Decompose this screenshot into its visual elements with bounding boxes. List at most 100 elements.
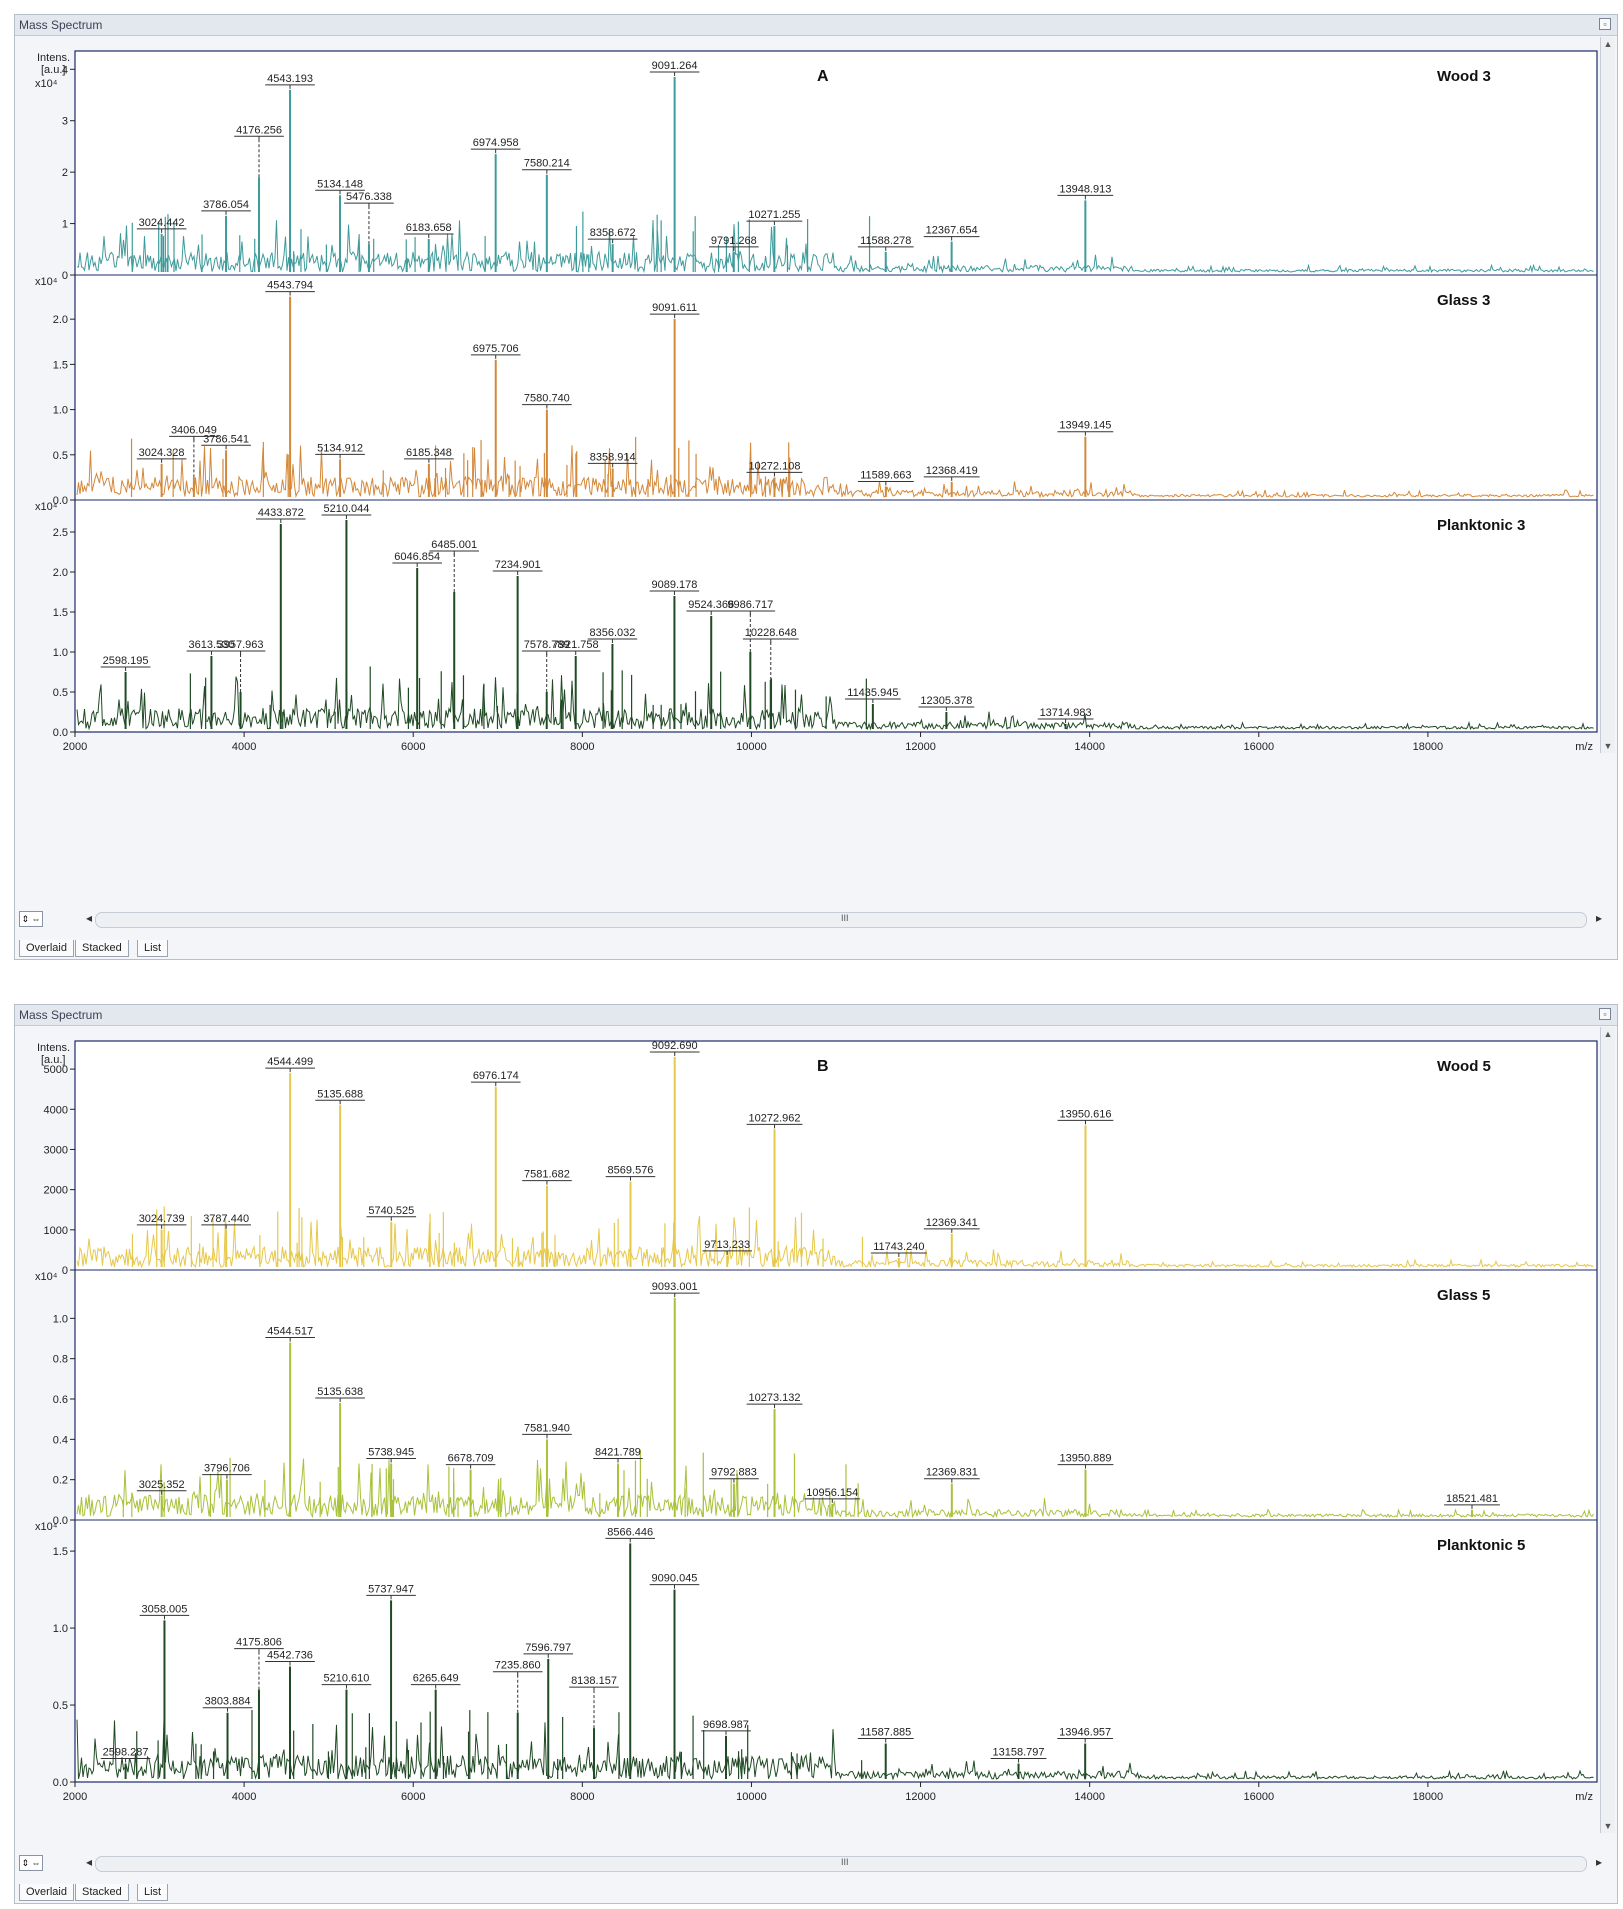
spectrum-trace: [76, 219, 1594, 274]
restore-icon[interactable]: ▫: [1599, 1008, 1611, 1020]
peak-label: 9092.690: [652, 1040, 698, 1052]
series-name: Planktonic 5: [1437, 1537, 1525, 1554]
y-axis-label: Intens.: [37, 1042, 70, 1054]
window-titlebar: Mass Spectrum ▫: [15, 15, 1617, 36]
peak-label: 13946.957: [1059, 1727, 1111, 1739]
peak-label: 12368.419: [926, 465, 978, 477]
y-tick-label: 0: [62, 270, 68, 282]
y-tick-label: 0.0: [53, 1515, 68, 1527]
y-tick-label: 5000: [44, 1064, 68, 1076]
x-axis-label: m/z: [1575, 741, 1593, 753]
peak-label: 12369.341: [926, 1217, 978, 1229]
y-tick-label: 3000: [44, 1144, 68, 1156]
horizontal-scrollbar[interactable]: III: [95, 912, 1587, 928]
scroll-up-icon[interactable]: ▲: [1603, 39, 1613, 49]
mass-spectrum-window-a: Mass Spectrum ▫ Intens. [a.u.] A 0 1 2 3 4 x10⁴ W…: [14, 14, 1618, 960]
peak-label: 5740.525: [368, 1205, 414, 1217]
peak-label: 7234.901: [495, 559, 541, 571]
peak-label: 10271.255: [748, 209, 800, 221]
panel-letter: B: [817, 1058, 829, 1075]
y-tick-label: 1: [62, 219, 68, 231]
scroll-grip: III: [841, 913, 849, 923]
scroll-left-icon[interactable]: ◂: [85, 911, 93, 925]
peak-label: 3796.706: [204, 1463, 250, 1475]
spectrum-trace: [76, 675, 1594, 731]
scroll-left-icon[interactable]: ◂: [85, 1855, 93, 1869]
vertical-scrollbar[interactable]: ▲ ▼: [1600, 37, 1615, 753]
scroll-up-icon[interactable]: ▲: [1603, 1029, 1613, 1039]
nav-control-icon[interactable]: ⇕ ⇔: [19, 911, 43, 927]
peak-label: 7921.758: [553, 639, 599, 651]
y-tick-label: 0.2: [53, 1475, 68, 1487]
y-scale-label: x10⁴: [35, 1521, 58, 1533]
vertical-scrollbar[interactable]: ▲ ▼: [1600, 1027, 1615, 1833]
x-tick-label: 4000: [232, 1791, 256, 1803]
peak-label: 6975.706: [473, 343, 519, 355]
x-tick-label: 6000: [401, 1791, 425, 1803]
peak-label: 11435.945: [847, 687, 898, 699]
x-tick-label: 18000: [1413, 1791, 1444, 1803]
x-tick-label: 6000: [401, 741, 425, 753]
peak-label: 8569.576: [608, 1165, 654, 1177]
y-tick-label: 0.4: [53, 1434, 68, 1446]
y-tick-label: 1.5: [53, 359, 68, 371]
peak-label: 7580.214: [524, 158, 570, 170]
peak-label: 3786.054: [203, 199, 249, 211]
peak-label: 5135.638: [317, 1386, 363, 1398]
peak-label: 7581.940: [524, 1422, 570, 1434]
x-tick-label: 14000: [1074, 1791, 1105, 1803]
tab-list[interactable]: List: [137, 1884, 169, 1901]
scroll-right-icon[interactable]: ▸: [1595, 1855, 1603, 1869]
peak-label: 3957.963: [218, 639, 264, 651]
x-axis-label: m/z: [1575, 1791, 1593, 1803]
peak-label: 9698.987: [703, 1719, 749, 1731]
peak-label: 2598.287: [103, 1747, 149, 1759]
peak-label: 5134.148: [317, 178, 363, 190]
x-tick-label: 10000: [736, 1791, 767, 1803]
scroll-right-icon[interactable]: ▸: [1595, 911, 1603, 925]
tab-overlaid[interactable]: Overlaid: [19, 940, 74, 957]
nav-control-icon[interactable]: ⇕ ⇔: [19, 1855, 43, 1871]
peak-label: 9713.233: [704, 1239, 750, 1251]
peak-label: 8138.157: [571, 1675, 617, 1687]
peak-label: 4433.872: [258, 507, 304, 519]
horizontal-scrollbar[interactable]: III: [95, 1856, 1587, 1872]
peak-label: 13948.913: [1059, 183, 1111, 195]
peak-label: 9791.268: [711, 235, 757, 247]
scroll-down-icon[interactable]: ▼: [1603, 741, 1613, 751]
y-scale-label: x10⁴: [35, 276, 58, 288]
peak-label: 9792.883: [711, 1467, 757, 1479]
peak-label: 11589.663: [860, 469, 911, 481]
tab-list[interactable]: List: [137, 940, 169, 957]
peak-label: 3024.739: [139, 1213, 185, 1225]
y-tick-label: 4: [62, 64, 68, 76]
scroll-grip: III: [841, 1857, 849, 1867]
restore-icon[interactable]: ▫: [1599, 18, 1611, 30]
peak-label: 9090.045: [652, 1573, 698, 1585]
peak-label: 7235.860: [495, 1660, 541, 1672]
peak-label: 10272.108: [748, 460, 800, 472]
spectrum-trace: [76, 445, 1594, 499]
x-tick-label: 2000: [63, 1791, 87, 1803]
x-tick-label: 12000: [905, 741, 936, 753]
peak-label: 11588.278: [860, 235, 911, 247]
mass-spectrum-window-b: Mass Spectrum ▫ Intens. [a.u.] B 0 1000 2000 3…: [14, 1004, 1618, 1904]
tab-stacked[interactable]: Stacked: [75, 1884, 129, 1901]
y-tick-label: 1.5: [53, 1546, 68, 1558]
peak-label: 5476.338: [346, 191, 392, 203]
window-title: Mass Spectrum: [19, 18, 103, 32]
peak-label: 8356.032: [589, 627, 635, 639]
peak-label: 3786.541: [203, 433, 249, 445]
tab-overlaid[interactable]: Overlaid: [19, 1884, 74, 1901]
peak-label: 5737.947: [368, 1583, 414, 1595]
peak-label: 4542.736: [267, 1650, 313, 1662]
y-tick-label: 1000: [44, 1225, 68, 1237]
x-tick-label: 16000: [1243, 741, 1274, 753]
y-tick-label: 1.0: [53, 1313, 68, 1325]
y-tick-label: 0.5: [53, 1700, 68, 1712]
peak-label: 13949.145: [1059, 420, 1111, 432]
scroll-down-icon[interactable]: ▼: [1603, 1821, 1613, 1831]
peak-label: 8421.789: [595, 1447, 641, 1459]
tab-stacked[interactable]: Stacked: [75, 940, 129, 957]
peak-label: 8358.914: [590, 451, 636, 463]
